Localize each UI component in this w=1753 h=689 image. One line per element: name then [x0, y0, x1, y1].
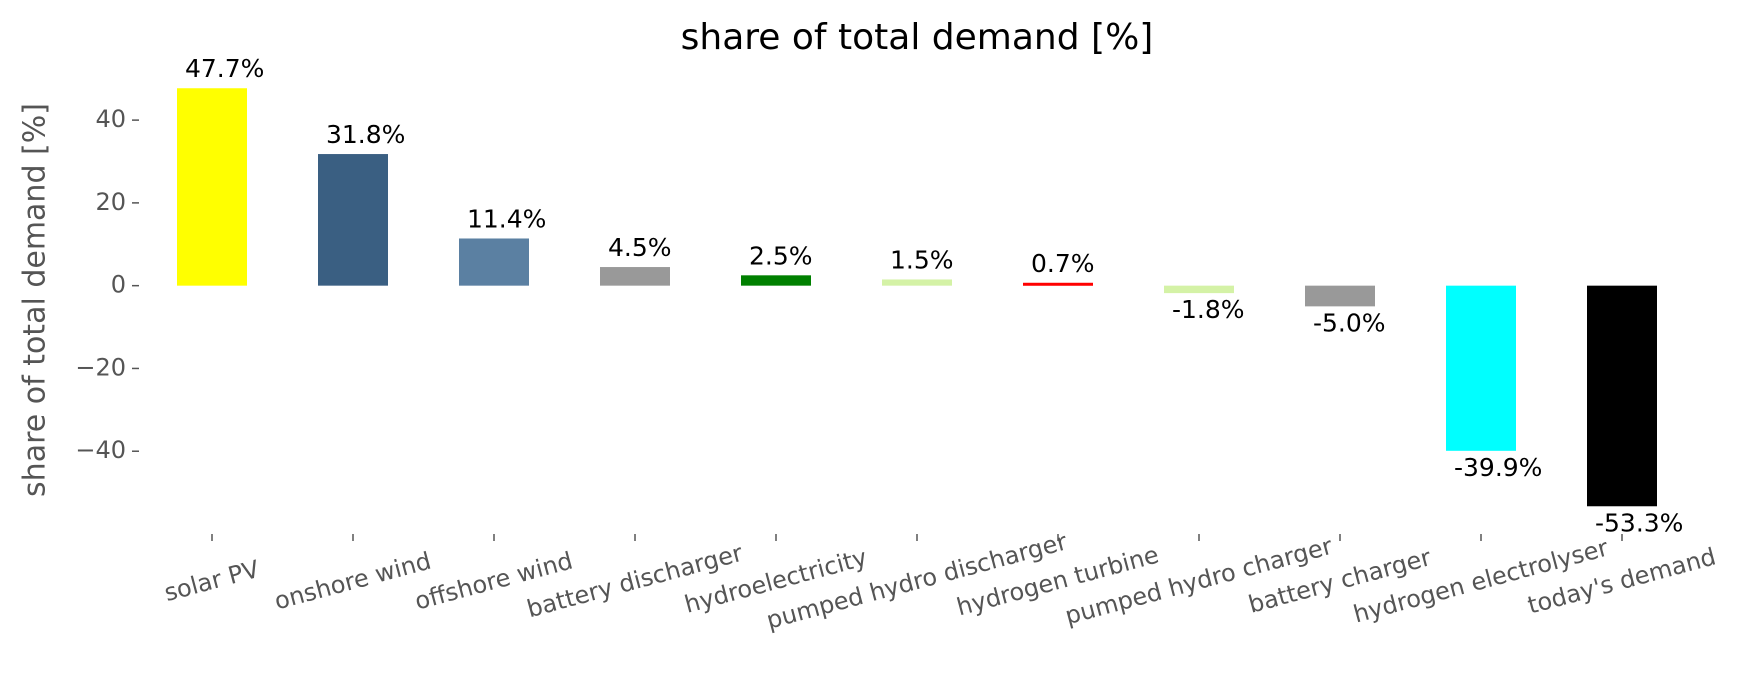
- bar: [1587, 285, 1657, 507]
- x-tick-label: solar PV: [161, 555, 262, 607]
- bar: [1305, 285, 1375, 307]
- value-label: 31.8%: [326, 120, 405, 149]
- value-label: 2.5%: [749, 241, 813, 270]
- value-label: -39.9%: [1454, 453, 1542, 482]
- y-tick-label: −20: [75, 353, 126, 381]
- y-tick-label: −40: [75, 436, 126, 464]
- value-label: 11.4%: [467, 204, 546, 233]
- bar: [459, 238, 529, 286]
- x-tick-label: onshore wind: [271, 547, 434, 616]
- bar: [741, 275, 811, 286]
- value-label: 1.5%: [890, 245, 954, 274]
- y-tick-label: 0: [111, 271, 126, 299]
- value-label: -53.3%: [1595, 508, 1683, 537]
- value-label: 47.7%: [185, 54, 264, 83]
- y-axis-label: share of total demand [%]: [18, 103, 53, 497]
- value-label: 0.7%: [1031, 249, 1095, 278]
- value-label: -5.0%: [1313, 308, 1386, 337]
- bar: [600, 267, 670, 286]
- bar: [1023, 282, 1093, 286]
- bar: [1446, 285, 1516, 451]
- chart-title: share of total demand [%]: [681, 17, 1154, 58]
- value-label: 4.5%: [608, 233, 672, 262]
- bar: [882, 279, 952, 286]
- bar: [318, 154, 388, 286]
- y-tick-label: 20: [95, 188, 126, 216]
- bar: [1164, 285, 1234, 294]
- y-tick-label: 40: [95, 105, 126, 133]
- value-label: -1.8%: [1172, 295, 1245, 324]
- bar: [177, 88, 247, 286]
